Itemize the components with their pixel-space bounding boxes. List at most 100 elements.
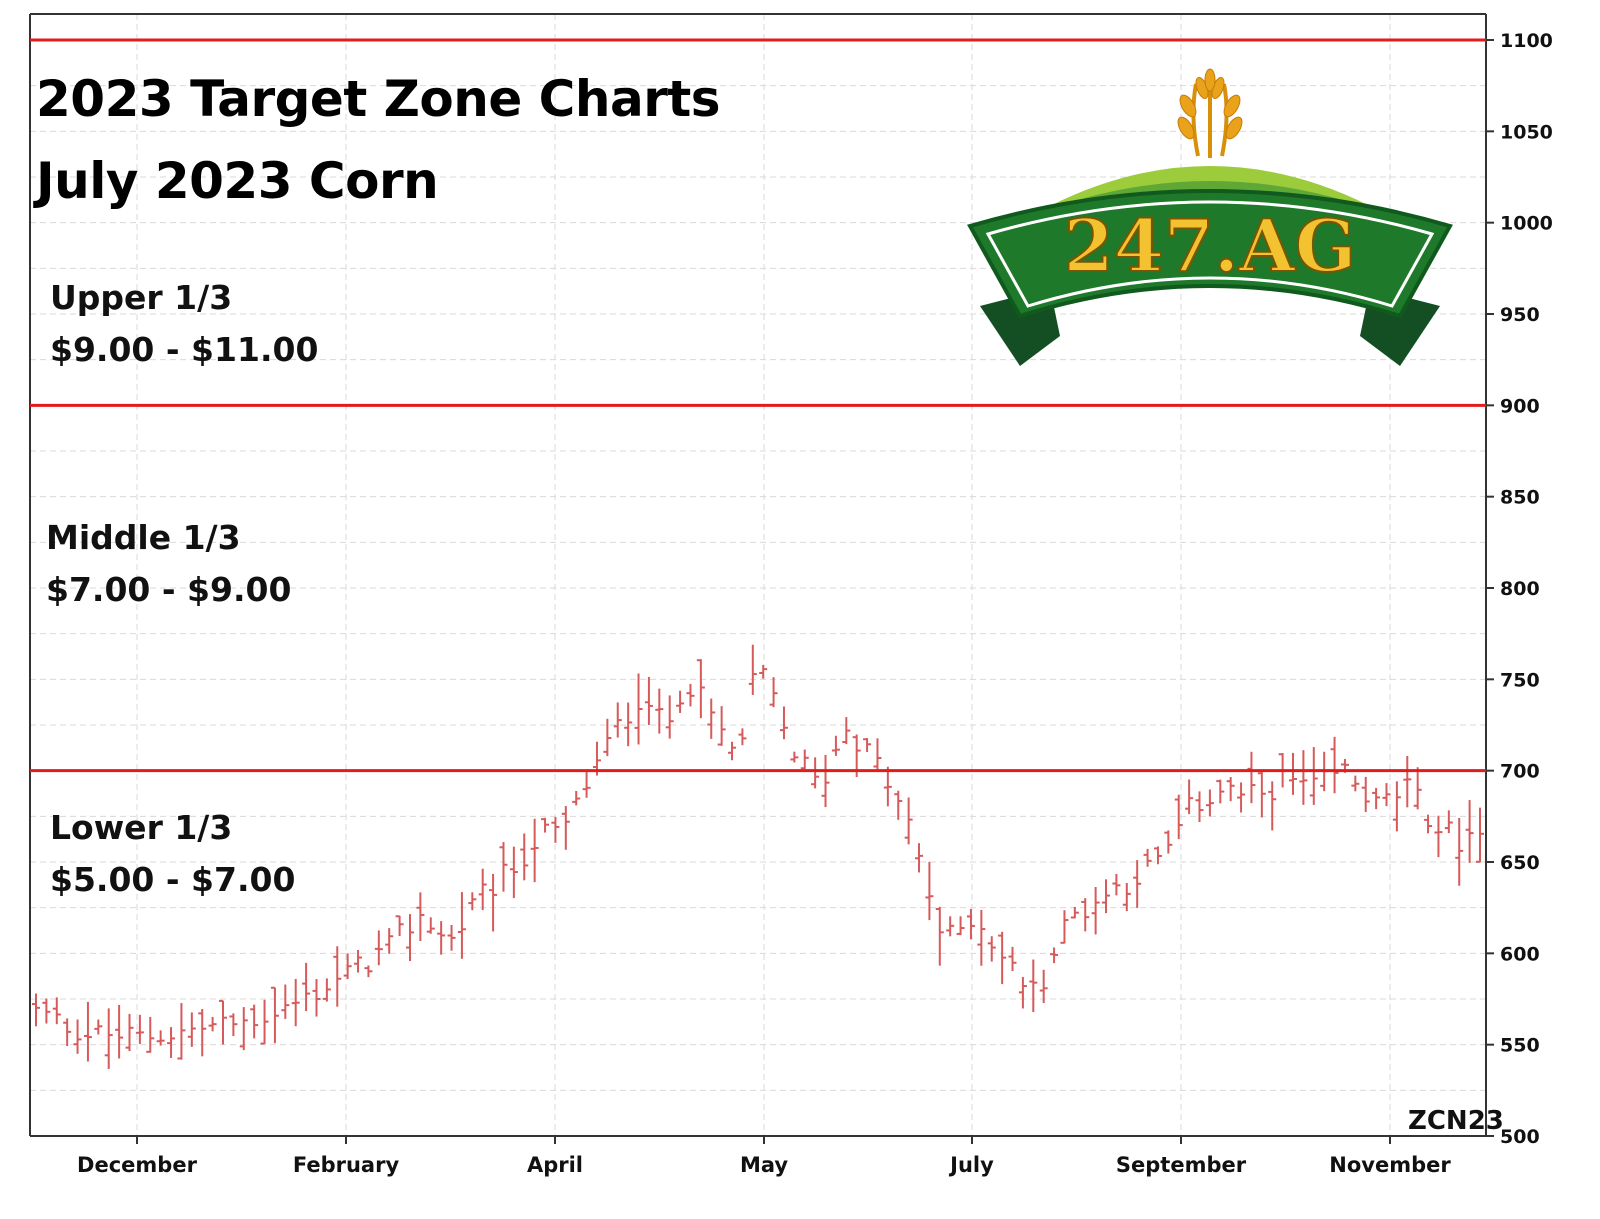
price-bar [1039, 969, 1048, 1004]
price-bar [1257, 769, 1266, 818]
price-bar [966, 908, 975, 940]
price-bar [863, 738, 872, 752]
price-bar [582, 771, 591, 798]
price-bar [842, 717, 851, 745]
price-bar [457, 892, 466, 959]
price-bar [1112, 873, 1121, 896]
price-bar [135, 1014, 144, 1044]
price-bar [987, 936, 996, 962]
y-tick-label: 950 [1500, 304, 1540, 326]
price-bar [94, 1019, 103, 1035]
price-bar [1403, 756, 1412, 808]
price-bar [52, 997, 61, 1025]
price-bar [260, 999, 269, 1045]
zone-upper-range: $9.00 - $11.00 [50, 330, 319, 369]
price-bar [790, 751, 799, 763]
price-bar [239, 1007, 248, 1051]
price-bar [447, 925, 456, 951]
price-bar [655, 688, 664, 734]
price-bar [728, 741, 737, 761]
y-axis-ticks: 500 550 600 650 700 750 800 850 900 950 1000 1050 11… [1486, 30, 1553, 1148]
price-bar [1060, 910, 1069, 944]
price-bar [489, 873, 498, 932]
price-bar [1465, 800, 1474, 863]
price-bar [1392, 781, 1401, 832]
y-tick-label: 500 [1500, 1126, 1540, 1148]
price-bar [977, 909, 986, 966]
price-bar [541, 817, 550, 833]
price-bar [696, 659, 705, 719]
price-bar [1070, 906, 1079, 919]
zone-middle-name: Middle 1/3 [46, 518, 241, 557]
chart-title: 2023 Target Zone Charts [36, 70, 721, 128]
y-tick-label: 650 [1500, 852, 1540, 874]
price-bar [333, 946, 342, 1007]
price-bar [1122, 883, 1131, 912]
y-tick-label: 900 [1500, 395, 1540, 417]
price-bar [624, 702, 633, 747]
price-bar [187, 1012, 196, 1047]
price-bar [572, 790, 581, 806]
y-tick-label: 800 [1500, 578, 1540, 600]
price-bar [250, 1004, 259, 1039]
price-bar [354, 949, 363, 973]
price-bar [364, 965, 373, 978]
price-bar [1205, 789, 1214, 817]
zone-middle-range: $7.00 - $9.00 [46, 570, 292, 609]
price-bar [1289, 752, 1298, 795]
price-bar [395, 915, 404, 937]
price-bar [1226, 777, 1235, 802]
price-bar [32, 993, 40, 1027]
price-bar [198, 1008, 207, 1057]
price-bars [32, 644, 1484, 1069]
price-bar [115, 1004, 124, 1059]
x-tick-label: September [1116, 1153, 1247, 1177]
logo-247ag: 247.AG [967, 68, 1453, 366]
price-bar [229, 1013, 238, 1037]
price-bar [873, 738, 882, 770]
price-bar [634, 673, 643, 745]
price-bar [925, 861, 934, 921]
price-bar [437, 921, 446, 955]
price-bar [1143, 848, 1152, 867]
price-bar [1309, 747, 1318, 805]
price-bar [478, 868, 487, 910]
y-tick-label: 550 [1500, 1035, 1540, 1057]
price-bar [1008, 946, 1017, 972]
price-bar [218, 999, 227, 1045]
price-bar [759, 664, 768, 679]
price-bar [468, 892, 477, 911]
price-bar [904, 797, 913, 845]
price-bar [73, 1019, 82, 1054]
price-bar [811, 757, 820, 789]
price-bar [302, 962, 311, 1012]
y-tick-label: 1000 [1500, 213, 1553, 235]
contract-symbol: ZCN23 [1408, 1106, 1504, 1136]
price-bar [1268, 781, 1277, 831]
price-bar [1361, 776, 1370, 813]
price-bar [1299, 750, 1308, 805]
price-bar [717, 706, 726, 746]
zone-lines [30, 38, 1486, 773]
price-bar [1237, 782, 1246, 813]
zone-lower-label: Lower 1/3 $5.00 - $7.00 [50, 802, 295, 906]
price-bar [343, 953, 352, 980]
price-bar [63, 1018, 72, 1047]
price-bar [1351, 775, 1360, 792]
price-bar [416, 892, 425, 941]
price-bar [530, 818, 539, 883]
price-bar [83, 1001, 92, 1062]
price-bar [177, 1003, 186, 1060]
x-tick-label: April [527, 1153, 583, 1177]
price-bar [281, 984, 290, 1019]
price-bar [374, 930, 383, 966]
price-bar [821, 754, 830, 808]
price-bar [644, 676, 653, 725]
zone-upper-name: Upper 1/3 [50, 278, 233, 317]
price-bar [1413, 767, 1422, 810]
price-bar [738, 728, 747, 746]
chart-subtitle: July 2023 Corn [36, 152, 439, 210]
price-bar [561, 806, 570, 850]
price-bar [603, 718, 612, 757]
